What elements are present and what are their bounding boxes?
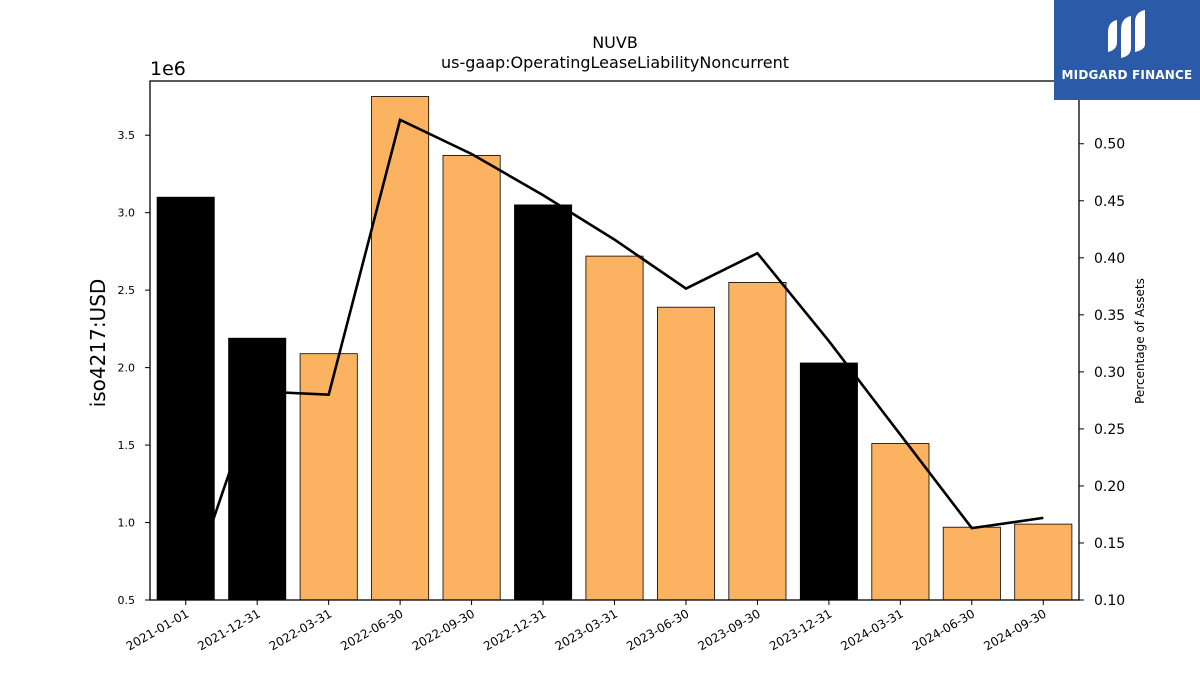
y-tick-label: 3.0: [118, 207, 136, 220]
y2-tick-label: 0.30: [1094, 365, 1125, 381]
x-tick-label: 2023-06-30: [624, 606, 691, 653]
y-tick-label: 2.0: [118, 362, 136, 375]
chart-title: NUVB: [592, 33, 638, 52]
y2-tick-label: 0.10: [1094, 593, 1125, 609]
x-tick-label: 2021-01-01: [124, 606, 191, 653]
x-tick-label: 2022-12-31: [481, 606, 548, 653]
bar-2023-12-31: [799, 362, 858, 601]
x-tick-label: 2024-09-30: [981, 606, 1048, 653]
y2-tick-label: 0.40: [1094, 251, 1125, 267]
bar-2021-12-31: [228, 337, 287, 601]
y2-axis-label: Percentage of Assets: [1133, 278, 1147, 404]
x-tick-label: 2023-09-30: [695, 606, 762, 653]
bar-group: [156, 96, 1073, 601]
brand-logo: MIDGARD FINANCE: [1054, 0, 1200, 100]
y2-tick-label: 0.15: [1094, 536, 1125, 552]
y2-tick-label: 0.35: [1094, 308, 1125, 324]
bar-2023-09-30: [728, 281, 787, 601]
x-tick-label: 2023-12-31: [767, 606, 834, 653]
y-tick-label: 1.0: [118, 517, 136, 530]
x-tick-label: 2024-06-30: [910, 606, 977, 653]
bar-2022-09-30: [442, 154, 501, 601]
bar-2022-06-30: [371, 96, 430, 601]
y2-tick-label: 0.45: [1094, 194, 1125, 210]
chart-subtitle: us-gaap:OperatingLeaseLiabilityNoncurren…: [441, 53, 789, 72]
y-axis-label: iso4217:USD: [86, 279, 110, 408]
brand-logo-text: MIDGARD FINANCE: [1061, 68, 1193, 82]
bar-2024-09-30: [1014, 523, 1073, 601]
percentage-line: [184, 117, 1044, 601]
y2-tick-label: 0.50: [1094, 137, 1125, 153]
bar-2021-01-01: [156, 196, 215, 601]
y-tick-label: 3.5: [118, 129, 136, 142]
x-tick-label: 2023-03-31: [553, 606, 620, 653]
brand-logo-mark: [1108, 10, 1145, 58]
x-tick-label: 2022-03-31: [267, 606, 334, 653]
bar-2023-03-31: [585, 255, 644, 601]
x-tick-label: 2022-09-30: [410, 606, 477, 653]
bar-2022-12-31: [514, 204, 573, 601]
x-tick-label: 2021-12-31: [195, 606, 262, 653]
y-scale-label: 1e6: [150, 58, 186, 80]
line-group: [184, 117, 1044, 601]
y2-tick-label: 0.20: [1094, 479, 1125, 495]
bar-2024-03-31: [871, 443, 930, 601]
x-tick-label: 2024-03-31: [838, 606, 905, 653]
y-tick-label: 0.5: [118, 594, 136, 607]
y-tick-label: 2.5: [118, 284, 136, 297]
bar-2023-06-30: [657, 306, 716, 601]
y2-tick-label: 0.25: [1094, 422, 1125, 438]
y-tick-label: 1.5: [118, 439, 136, 452]
x-tick-label: 2022-06-30: [338, 606, 405, 653]
bar-2024-06-30: [942, 526, 1001, 601]
